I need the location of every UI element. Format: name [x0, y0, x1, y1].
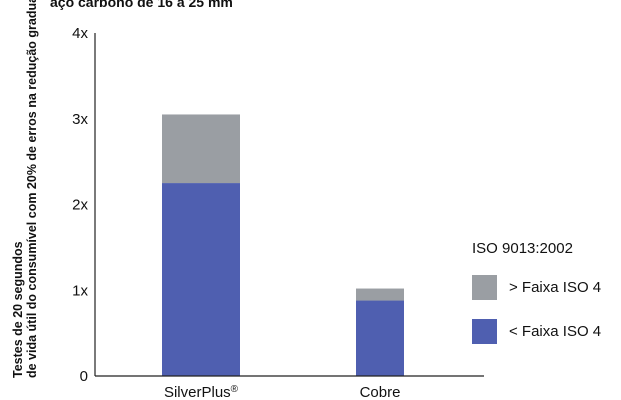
y-tick-label: 2x: [72, 197, 88, 214]
bar-silverplus-above: [162, 114, 240, 184]
category-label-silverplus-mark: ®: [231, 384, 239, 395]
legend-label-below: < Faixa ISO 4: [509, 323, 601, 340]
y-tick-label: 1x: [72, 282, 88, 299]
y-tick-label: 4x: [72, 25, 88, 42]
bar-cobre-above: [356, 288, 404, 301]
category-label-silverplus: SilverPlus®: [164, 384, 239, 400]
legend-title: ISO 9013:2002: [472, 240, 573, 257]
bar-silverplus-below: [162, 183, 240, 376]
y-tick-label: 3x: [72, 111, 88, 128]
legend-swatch-below: [472, 319, 497, 344]
bar-cobre-below: [356, 300, 404, 376]
y-axis-ticks: 0 1x 2x 3x 4x: [72, 25, 88, 385]
y-axis-label-line-2: de vida útil do consumível com 20% de er…: [25, 0, 39, 378]
legend-label-above: > Faixa ISO 4: [509, 279, 601, 296]
chart-title: aço carbono de 16 a 25 mm: [50, 0, 233, 10]
legend-swatch-above: [472, 275, 497, 300]
bars: [162, 114, 404, 376]
y-tick-label: 0: [80, 368, 88, 385]
legend: ISO 9013:2002 > Faixa ISO 4 < Faixa ISO …: [472, 240, 601, 344]
category-label-cobre: Cobre: [360, 384, 401, 400]
y-axis-label-line-1: Testes de 20 segundos: [11, 241, 25, 378]
category-label-silverplus-name: SilverPlus: [164, 384, 231, 400]
